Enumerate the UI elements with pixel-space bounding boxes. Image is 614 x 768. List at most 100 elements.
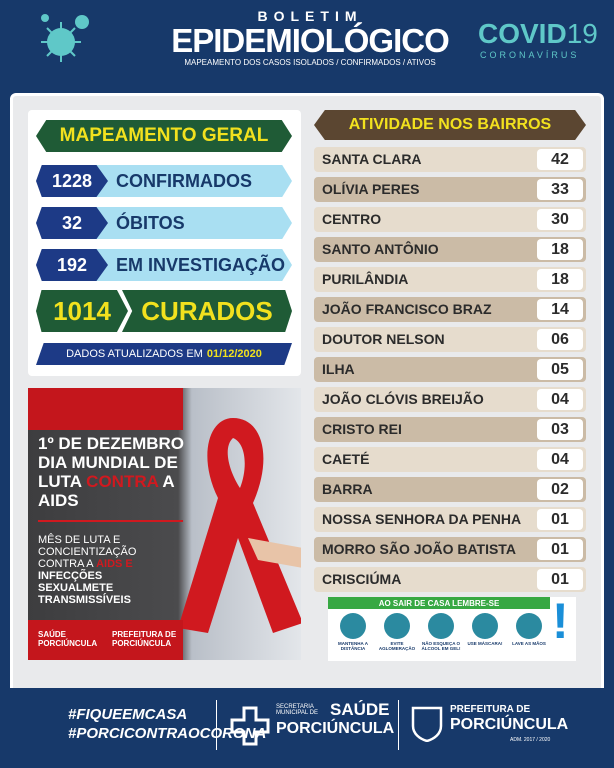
logo-2: PREFEITURA DE PORCIÚNCULA — [112, 630, 177, 648]
neighborhood-name: SANTO ANTÔNIO — [322, 241, 439, 257]
neighborhood-count: 18 — [537, 269, 583, 290]
secretaria-big: SAÚDE — [330, 700, 390, 719]
neighborhood-row: CRISCIÚMA 01 — [314, 567, 586, 592]
reminder-icon — [384, 613, 410, 639]
neighborhood-count: 33 — [537, 179, 583, 200]
logo-1: SAÚDE PORCIÚNCULA — [38, 630, 98, 648]
title: EPIDEMIOLÓGICO — [171, 22, 450, 59]
neighborhood-count: 42 — [537, 149, 583, 170]
neighborhood-name: CAETÉ — [322, 451, 370, 467]
neighborhood-row: PURILÂNDIA 18 — [314, 267, 586, 292]
neighborhood-count: 01 — [537, 509, 583, 530]
neighborhood-count: 30 — [537, 209, 583, 230]
neighborhood-count: 05 — [537, 359, 583, 380]
neighborhood-row: DOUTOR NELSON 06 — [314, 327, 586, 352]
reminder-icon — [428, 613, 454, 639]
summary-card: MAPEAMENTO GERAL 1014 CURADOS DADOS ATUA… — [28, 110, 301, 376]
neighborhood-row: CAETÉ 04 — [314, 447, 586, 472]
reminder-label: NÃO ESQUEÇA O ÁLCOOL EM GEL! — [421, 641, 461, 651]
neighborhood-count: 01 — [537, 539, 583, 560]
reminder-label: MANTENHA A DISTÂNCIA — [338, 641, 368, 651]
neighborhood-name: DOUTOR NELSON — [322, 331, 445, 347]
virus-icon — [41, 14, 89, 62]
neighborhood-count: 06 — [537, 329, 583, 350]
headline-2: A AIDS — [38, 472, 175, 510]
reminder-icon — [472, 613, 498, 639]
aids-body: MÊS DE LUTA E CONCIENTIZAÇÃO CONTRA A AI… — [38, 534, 156, 606]
neighborhood-row: BARRA 02 — [314, 477, 586, 502]
city-crest — [411, 706, 443, 742]
recovered-label: CURADOS — [122, 290, 292, 332]
body-accent: AIDS E — [96, 558, 133, 570]
summary-value: 32 — [36, 207, 108, 239]
reminder-label: EVITE AGLOMERAÇÃO — [378, 641, 416, 651]
neighborhood-name: JOÃO FRANCISCO BRAZ — [322, 301, 492, 317]
reminder-label: USE MÁSCARA! — [467, 641, 503, 646]
footer: #FIQUEEMCASA #PORCICONTRAOCORONA SECRETA… — [0, 688, 614, 768]
term: ADM. 2017 / 2020 — [510, 737, 551, 743]
neighborhood-row: CRISTO REI 03 — [314, 417, 586, 442]
subtitle: MAPEAMENTO DOS CASOS ISOLADOS / CONFIRMA… — [184, 58, 436, 67]
exclamation: ! — [552, 593, 569, 649]
neighborhood-row: OLÍVIA PERES 33 — [314, 177, 586, 202]
neighborhood-name: CRISCIÚMA — [322, 571, 402, 587]
health-cross — [230, 706, 270, 746]
neighborhood-name: ILHA — [322, 361, 355, 377]
neighborhood-name: CENTRO — [322, 211, 382, 227]
header: BOLETIM EPIDEMIOLÓGICO MAPEAMENTO DOS CA… — [0, 0, 614, 90]
neighborhood-name: OLÍVIA PERES — [322, 181, 420, 197]
reminder-icon — [340, 613, 366, 639]
neighborhood-name: JOÃO CLÓVIS BREIJÃO — [322, 391, 484, 407]
secretaria-small: SECRETARIA MUNICIPAL DE — [276, 704, 319, 716]
summary-label: EM INVESTIGAÇÃO — [96, 249, 292, 281]
neighborhood-name: BARRA — [322, 481, 373, 497]
reminder-label: LAVE AS MÃOS — [512, 641, 546, 646]
neighborhood-name: SANTA CLARA — [322, 151, 422, 167]
neighborhood-row: JOÃO CLÓVIS BREIJÃO 04 — [314, 387, 586, 412]
updated-bar: DADOS ATUALIZADOS EM 01/12/2020 — [36, 343, 292, 365]
red-band — [28, 388, 183, 430]
reminder-box: AO SAIR DE CASA LEMBRE-SE ! MANTENHA A D… — [328, 593, 576, 661]
body-1: MÊS DE LUTA E CONCIENTIZAÇÃO CONTRA A — [38, 534, 137, 570]
neighborhood-row: JOÃO FRANCISCO BRAZ 14 — [314, 297, 586, 322]
brand-number: 19 — [566, 18, 598, 49]
kicker: BOLETIM — [257, 8, 363, 24]
neighborhood-row: CENTRO 30 — [314, 207, 586, 232]
neighborhood-row: MORRO SÃO JOÃO BATISTA 01 — [314, 537, 586, 562]
neighborhood-count: 18 — [537, 239, 583, 260]
neighborhood-name: PURILÂNDIA — [322, 271, 409, 287]
neighborhood-count: 02 — [537, 479, 583, 500]
recovered-row: 1014 CURADOS — [36, 290, 292, 332]
summary-value: 1228 — [36, 165, 108, 197]
reminder-title: AO SAIR DE CASA LEMBRE-SE — [328, 597, 550, 609]
neighborhood-row: NOSSA SENHORA DA PENHA 01 — [314, 507, 586, 532]
secretaria-city: PORCIÚNCULA — [276, 720, 395, 737]
updated-date: 01/12/2020 — [206, 348, 262, 360]
divider — [38, 520, 183, 522]
neighborhood-name: CRISTO REI — [322, 421, 402, 437]
neighborhood-row: SANTA CLARA 42 — [314, 147, 586, 172]
headline-1: 1º DE DEZEMBRO DIA MUNDIAL DE LUTA — [38, 434, 185, 491]
hashtag-1: #FIQUEEMCASA — [68, 706, 188, 723]
neighborhoods-title: ATIVIDADE NOS BAIRROS — [314, 110, 586, 140]
aids-headline: 1º DE DEZEMBRO DIA MUNDIAL DE LUTA CONTR… — [38, 434, 198, 510]
neighborhood-name: NOSSA SENHORA DA PENHA — [322, 511, 522, 527]
prefeitura-small: PREFEITURA DE — [450, 704, 531, 715]
neighborhood-row: SANTO ANTÔNIO 18 — [314, 237, 586, 262]
aids-card: 1º DE DEZEMBRO DIA MUNDIAL DE LUTA CONTR… — [28, 388, 301, 660]
neighborhood-row: ILHA 05 — [314, 357, 586, 382]
prefeitura-big: PORCIÚNCULA — [450, 716, 569, 733]
updated-label: DADOS ATUALIZADOS EM — [66, 348, 203, 360]
neighborhood-count: 04 — [537, 449, 583, 470]
neighborhood-count: 04 — [537, 389, 583, 410]
separator — [398, 700, 399, 750]
separator — [216, 700, 217, 750]
summary-label: CONFIRMADOS — [96, 165, 292, 197]
headline-accent: CONTRA — [86, 472, 159, 491]
neighborhood-count: 14 — [537, 299, 583, 320]
neighborhood-name: MORRO SÃO JOÃO BATISTA — [322, 541, 516, 557]
body-2: INFECÇÕES SEXUALMETE TRANSMISSÍVEIS — [38, 570, 131, 606]
logo-band: SAÚDE PORCIÚNCULA PREFEITURA DE PORCIÚNC… — [28, 620, 183, 660]
neighborhood-count: 03 — [537, 419, 583, 440]
